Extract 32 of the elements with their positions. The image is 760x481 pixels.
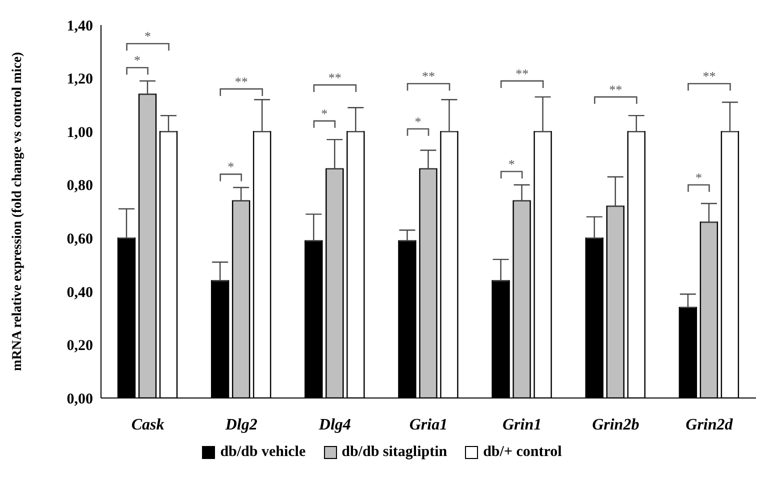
y-axis-title: mRNA relative expression (fold change vs control mice) xyxy=(8,52,24,372)
annotation: * xyxy=(134,52,141,68)
legend-label: db/+ control xyxy=(483,444,562,461)
y-tick-label: 1,40 xyxy=(66,18,93,34)
y-tick-label: 0,20 xyxy=(66,338,93,354)
annotation: * xyxy=(695,170,702,185)
annotation: ** xyxy=(609,82,622,97)
y-tick-label: 0,80 xyxy=(66,178,93,194)
x-tick-label: Grin2b xyxy=(592,416,640,434)
annotation: ** xyxy=(234,74,248,89)
x-tick-label: Cask xyxy=(131,416,164,434)
annotation: * xyxy=(144,28,152,44)
annotation: ** xyxy=(422,68,435,84)
y-tick-label: 0,40 xyxy=(66,284,93,301)
annotation: ** xyxy=(328,70,342,85)
y-tick-label: 0,00 xyxy=(66,391,93,408)
annotation: * xyxy=(228,159,234,174)
annotation: ** xyxy=(516,66,529,81)
annotation: * xyxy=(321,106,328,121)
x-tick-label: Dlg4 xyxy=(318,416,351,434)
annotation: * xyxy=(508,156,515,172)
x-tick-label: Grin1 xyxy=(502,416,542,434)
y-tick-label: 1,20 xyxy=(66,72,93,88)
y-tick-label: 0,60 xyxy=(66,231,93,248)
annotation: * xyxy=(414,114,422,129)
x-tick-label: Grin2d xyxy=(686,416,734,434)
legend-label: db/db vehicle xyxy=(220,444,306,461)
annotation: ** xyxy=(702,68,716,84)
x-tick-label: Dlg2 xyxy=(224,416,258,434)
x-tick-label: Gria1 xyxy=(409,416,448,434)
legend-label: db/db sitagliptin xyxy=(342,444,448,461)
y-tick-label: 1,00 xyxy=(66,124,93,141)
